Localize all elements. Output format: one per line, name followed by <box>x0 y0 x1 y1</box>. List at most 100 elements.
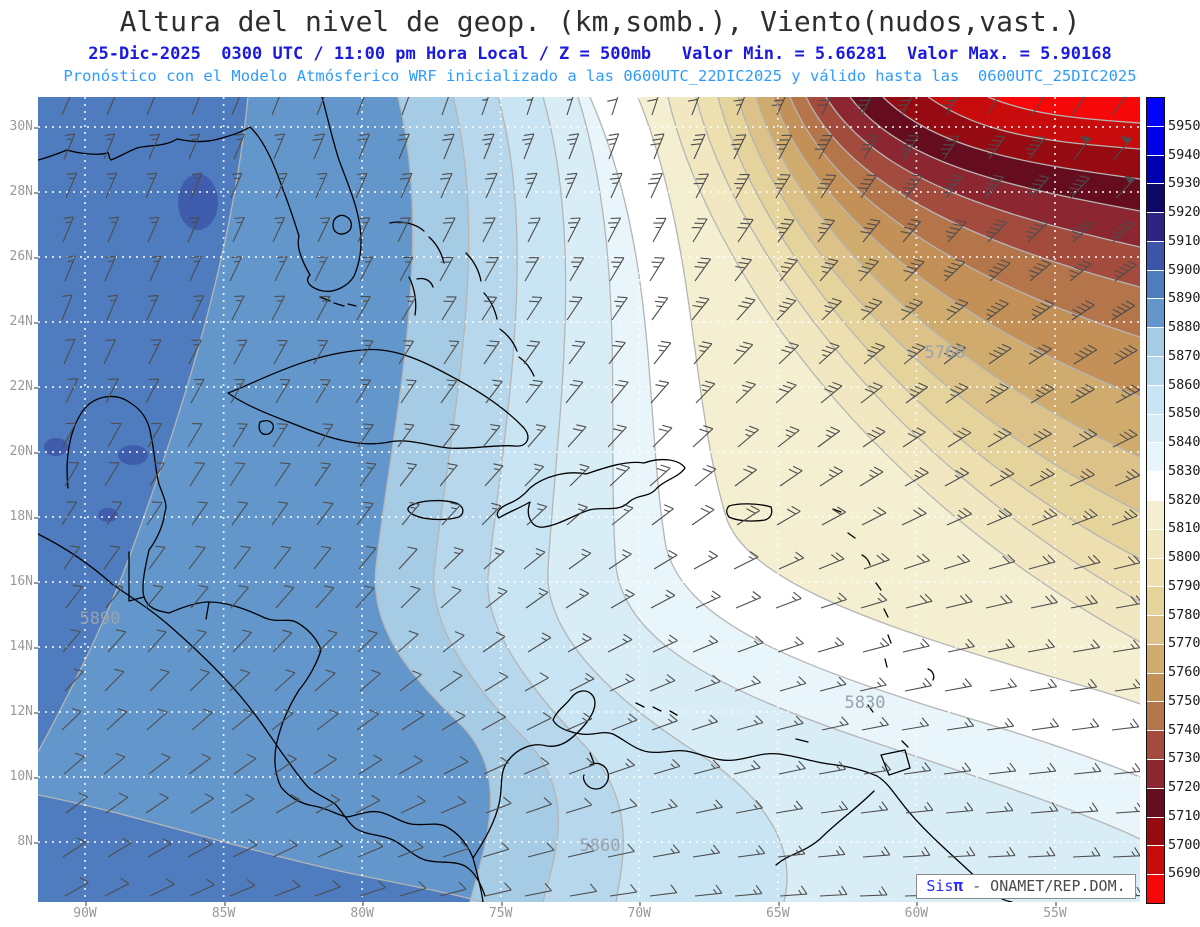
latitude-tick <box>34 322 38 324</box>
latitude-tick <box>34 582 38 584</box>
latitude-tick <box>34 842 38 844</box>
latitude-tick <box>34 257 38 259</box>
colorbar-segment <box>1147 788 1164 817</box>
colorbar-label: 5690 <box>1168 865 1200 882</box>
contour-label: 5760 <box>925 343 966 363</box>
colorbar-segment <box>1147 875 1164 903</box>
colorbar-segment <box>1147 558 1164 587</box>
latitude-tick <box>34 192 38 194</box>
longitude-tick <box>500 902 503 906</box>
colorbar-label: 5790 <box>1168 577 1200 594</box>
colorbar-label: 5870 <box>1168 347 1200 364</box>
longitude-label: 60W <box>904 906 929 921</box>
colorbar-segment <box>1147 759 1164 788</box>
longitude-tick <box>223 902 226 906</box>
colorbar-label: 5920 <box>1168 204 1200 220</box>
colorbar-segment <box>1147 299 1164 328</box>
latitude-label: 24N <box>9 314 33 329</box>
colorbar-label: 5730 <box>1168 750 1200 767</box>
colorbar-label: 5720 <box>1168 779 1200 795</box>
attribution-box: Sisπ - ONAMET/REP.DOM. <box>916 874 1136 899</box>
longitude-tick <box>1054 902 1057 906</box>
latitude-tick <box>34 777 38 779</box>
latitude-tick <box>34 452 38 454</box>
weather-map: 5890 5860 5830 5760 <box>38 97 1140 902</box>
colorbar-label: 5750 <box>1168 692 1200 709</box>
latitude-tick <box>34 517 38 519</box>
contour-label: 5860 <box>580 836 621 856</box>
contour-lines-layer <box>38 97 1140 902</box>
colorbar-segment <box>1147 385 1164 414</box>
longitude-tick <box>639 902 642 906</box>
colorbar-label: 5830 <box>1168 462 1200 479</box>
latitude-tick <box>34 387 38 389</box>
colorbar-label: 5940 <box>1168 146 1200 163</box>
contour-bands-layer <box>38 97 1140 902</box>
colorbar-label: 5710 <box>1168 807 1200 824</box>
latitude-label: 28N <box>9 184 33 199</box>
colorbar-segment <box>1147 414 1164 443</box>
latitude-label: 26N <box>9 249 33 264</box>
colorbar-segment <box>1147 846 1164 875</box>
latitude-label: 18N <box>9 509 33 524</box>
latitude-label: 12N <box>9 704 33 719</box>
colorbar-segment <box>1147 213 1164 241</box>
colorbar-label: 5800 <box>1168 549 1200 565</box>
colorbar-segment <box>1147 155 1164 184</box>
contour-labels-layer: 5890 5860 5830 5760 <box>80 343 966 856</box>
longitude-label: 55W <box>1043 906 1067 921</box>
colorbar-label: 5860 <box>1168 376 1200 393</box>
latitude-label: 8N <box>17 834 33 849</box>
latitude-label: 10N <box>9 769 33 784</box>
colorbar-segment <box>1147 702 1164 731</box>
colorbar-segment <box>1147 472 1164 500</box>
longitude-label: 65W <box>766 906 790 921</box>
latitude-label: 30N <box>9 119 33 134</box>
colorbar-segment <box>1147 270 1164 299</box>
contour-label: 5830 <box>845 693 886 713</box>
colorbar-label: 5810 <box>1168 520 1200 537</box>
longitude-label: 75W <box>488 906 513 921</box>
colorbar-label: 5700 <box>1168 836 1200 853</box>
colorbar-segment <box>1147 443 1164 472</box>
colorbar-segment <box>1147 644 1164 673</box>
colorbar-segment <box>1147 126 1164 155</box>
colorbar-segment <box>1147 731 1164 759</box>
colorbar-label: 5850 <box>1168 405 1200 422</box>
chart-subtitle-datetime: 25-Dic-2025 0300 UTC / 11:00 pm Hora Loc… <box>88 44 1112 64</box>
latitude-label: 16N <box>9 574 33 589</box>
longitude-label: 70W <box>627 906 651 921</box>
longitude-tick <box>777 902 780 906</box>
longitude-label: 80W <box>350 906 374 921</box>
colorbar-label: 5780 <box>1168 606 1200 623</box>
colorbar-label: 5840 <box>1168 434 1200 450</box>
attribution-sis: Sis <box>926 877 954 895</box>
latitude-tick <box>34 712 38 714</box>
coastlines-layer <box>38 97 1013 902</box>
colorbar-segment <box>1147 616 1164 644</box>
chart-title: Altura del nivel de geop. (km,somb.), Vi… <box>119 5 1081 38</box>
colorbar-label: 5880 <box>1168 319 1200 335</box>
colorbar-label: 5930 <box>1168 175 1200 192</box>
colorbar-label: 5770 <box>1168 635 1200 652</box>
attribution-text: - ONAMET/REP.DOM. <box>963 877 1126 895</box>
colorbar-segment <box>1147 587 1164 616</box>
colorbar <box>1146 97 1165 904</box>
latitude-tick <box>34 127 38 129</box>
colorbar-segment <box>1147 529 1164 558</box>
contour-label: 5890 <box>80 609 121 629</box>
longitude-tick <box>85 902 87 906</box>
colorbar-segment <box>1147 817 1164 846</box>
colorbar-label: 5910 <box>1168 232 1200 249</box>
colorbar-segment <box>1147 328 1164 357</box>
longitude-tick <box>362 902 365 906</box>
colorbar-segment <box>1147 184 1164 213</box>
longitude-tick <box>916 902 919 906</box>
chart-subtitle-model: Pronóstico con el Modelo Atmósferico WRF… <box>63 67 1137 85</box>
colorbar-label: 5760 <box>1168 664 1200 680</box>
colorbar-segment <box>1147 500 1164 529</box>
wind-barbs-layer <box>61 97 1140 897</box>
latitude-label: 14N <box>9 639 33 654</box>
colorbar-label: 5950 <box>1168 117 1200 134</box>
